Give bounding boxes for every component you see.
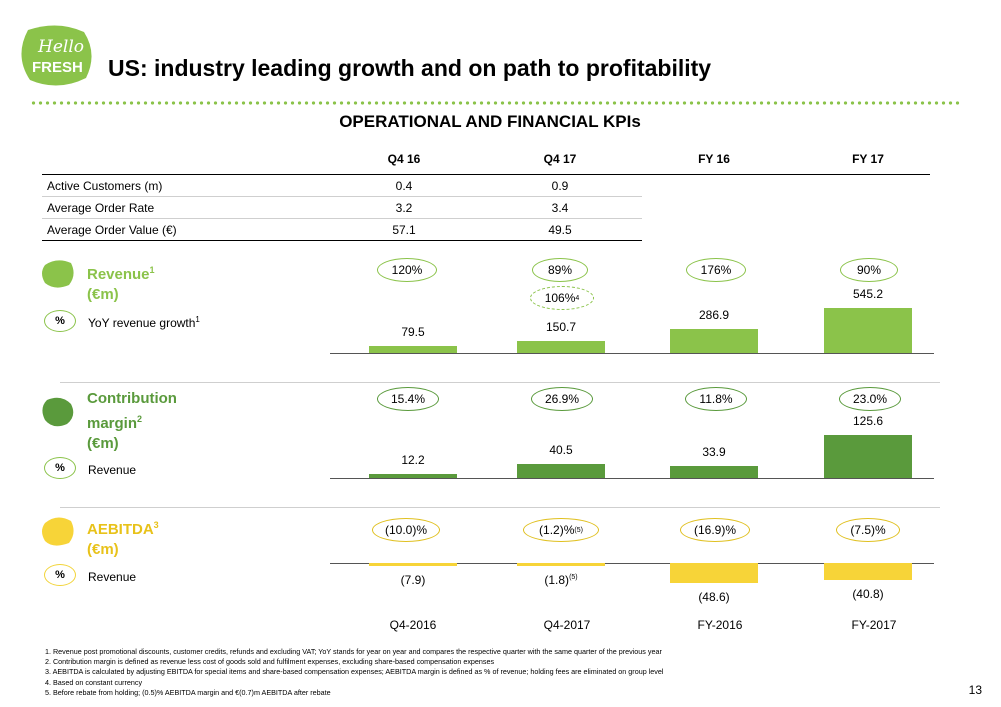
contribution-value-label: 12.2 [401, 452, 425, 467]
table-bottom-rule [42, 240, 642, 241]
aebitda-title: AEBITDA3 (€m) [87, 520, 159, 558]
period-label-q4-2016: Q4-2016 [389, 618, 437, 632]
period-label-fy-2017: FY-2017 [851, 618, 897, 632]
section-divider [60, 507, 940, 508]
revenue-growth-oval-q4-17: 89% [532, 258, 588, 282]
aebitda-lemon-icon [42, 517, 74, 546]
section-subtitle: OPERATIONAL AND FINANCIAL KPIs [339, 112, 641, 131]
revenue-value-label: 150.7 [545, 319, 577, 334]
revenue-bar [824, 308, 912, 353]
contribution-margin-oval-q4-17: 26.9% [531, 387, 593, 411]
row-label-active-customers: Active Customers (m) [47, 179, 163, 193]
aebitda-bar [369, 563, 457, 567]
hellofresh-logo: Hello FRESH [18, 24, 96, 90]
revenue-growth-oval-q4-16: 120% [377, 258, 437, 282]
column-header-fy-17: FY 17 [852, 152, 884, 166]
logo-text-hello: Hello [37, 37, 84, 57]
table-cell: 3.2 [395, 201, 413, 215]
footnote-4: 4. Based on constant currency [45, 677, 143, 687]
aebitda-bar [517, 563, 605, 566]
footnote-5: 5. Before rebate from holding; (0.5)% AE… [45, 687, 331, 697]
contribution-margin-oval-fy-17: 23.0% [839, 387, 901, 411]
revenue-baseline [330, 353, 934, 354]
footnote-2: 2. Contribution margin is defined as rev… [45, 657, 495, 667]
aebitda-value-label: (1.8)(5) [544, 573, 578, 587]
footnotes: 1. Revenue post promotional discounts, c… [45, 647, 663, 698]
section-divider [60, 382, 940, 383]
contribution-bar [824, 435, 912, 478]
percent-badge: % [44, 457, 76, 479]
page-number: 13 [968, 683, 982, 697]
period-label-q4-2017: Q4-2017 [543, 618, 591, 632]
percent-badge: % [44, 310, 76, 332]
row-label-average-order-rate: Average Order Rate [47, 201, 155, 215]
contribution-bar [670, 466, 758, 478]
row-label-average-order-value: Average Order Value (€) [47, 223, 177, 237]
contribution-baseline [330, 478, 934, 479]
contribution-margin-oval-q4-16: 15.4% [377, 387, 439, 411]
column-header-q4-16: Q4 16 [387, 152, 421, 166]
contribution-title: Contribution margin2 (€m) [87, 390, 177, 452]
percent-badge: % [44, 564, 76, 586]
logo-text-fresh: FRESH [32, 59, 83, 76]
aebitda-pct-label: Revenue [88, 570, 137, 584]
column-header-q4-17: Q4 17 [543, 152, 577, 166]
aebitda-margin-oval-fy-17: (7.5)% [836, 518, 900, 542]
revenue-growth-oval-fy-17: 90% [840, 258, 898, 282]
revenue-bar [369, 346, 457, 353]
table-top-rule [42, 174, 930, 175]
aebitda-value-label: (48.6) [698, 590, 730, 604]
table-row-rule [42, 218, 642, 219]
column-header-fy-16: FY 16 [698, 152, 730, 166]
aebitda-value-label: (40.8) [852, 586, 884, 601]
table-cell: 57.1 [392, 223, 416, 237]
aebitda-value-label: (7.9) [400, 573, 426, 588]
contribution-value-label: 33.9 [702, 445, 726, 460]
table-cell: 0.4 [395, 179, 413, 193]
aebitda-margin-oval-fy-16: (16.9)% [680, 518, 750, 542]
revenue-growth-oval-fy-16: 176% [686, 258, 746, 282]
aebitda-bar [824, 563, 912, 580]
revenue-value-label: 286.9 [698, 308, 730, 323]
table-row-rule [42, 196, 642, 197]
revenue-value-label: 79.5 [401, 325, 425, 340]
revenue-title: Revenue1 (€m) [87, 265, 155, 303]
aebitda-margin-oval-q4-16: (10.0)% [372, 518, 440, 542]
contribution-lime-icon [42, 397, 74, 427]
table-cell: 0.9 [551, 179, 569, 193]
table-cell: 3.4 [551, 201, 569, 215]
revenue-bar [670, 329, 758, 353]
revenue-bar [517, 340, 605, 353]
contribution-margin-oval-fy-16: 11.8% [685, 387, 747, 411]
contribution-pct-label: Revenue [88, 463, 137, 477]
revenue-lime-icon [42, 260, 74, 288]
dotted-divider [30, 101, 960, 105]
table-cell: 49.5 [548, 223, 572, 237]
page-title: US: industry leading growth and on path … [108, 55, 712, 81]
revenue-constant-currency-oval: 106% 4 [530, 286, 594, 310]
contribution-value-label: 40.5 [549, 443, 573, 458]
aebitda-bar [670, 563, 758, 583]
period-label-fy-2016: FY-2016 [697, 618, 743, 632]
revenue-growth-label: YoY revenue growth1 [88, 315, 200, 330]
contribution-bar [517, 464, 605, 478]
aebitda-baseline [330, 563, 934, 564]
footnote-1: 1. Revenue post promotional discounts, c… [45, 647, 662, 656]
contribution-bar [369, 473, 457, 478]
contribution-value-label: 125.6 [852, 414, 884, 428]
revenue-value-label: 545.2 [852, 287, 884, 301]
aebitda-margin-oval-q4-17: (1.2)% (5) [523, 518, 599, 542]
footnote-3: 3. AEBITDA is calculated by adjusting EB… [45, 667, 664, 677]
